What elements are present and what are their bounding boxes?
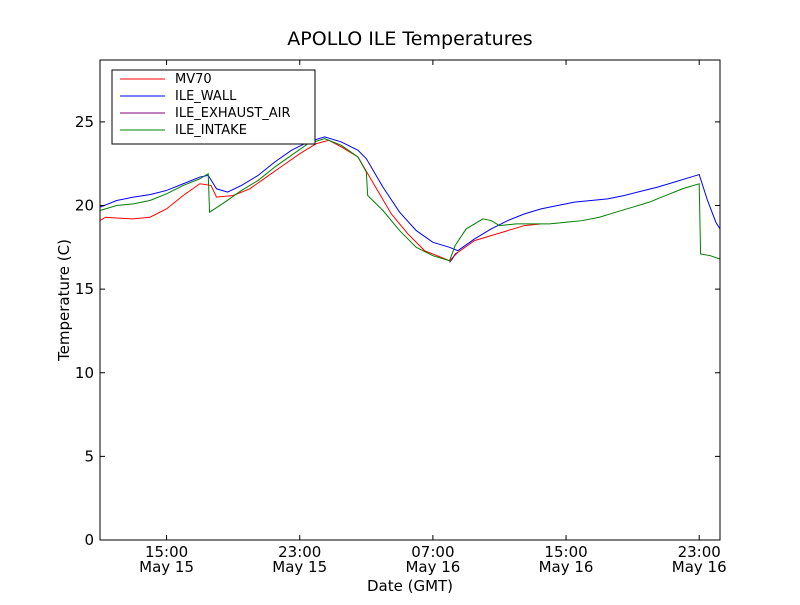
x-tick-label: 15:00 [544,543,587,561]
chart-title: APOLLO ILE Temperatures [287,28,532,50]
x-tick-label: 23:00 [278,543,321,561]
x-tick-date-label: May 15 [139,558,194,576]
y-tick-label: 20 [75,197,94,215]
series-layer [99,136,721,263]
x-tick-date-label: May 15 [272,558,327,576]
x-tick-date-label: May 16 [539,558,594,576]
legend-entry: ILE_EXHAUST_AIR [175,106,291,121]
x-tick-label: 15:00 [145,543,188,561]
x-tick-label: 07:00 [411,543,454,561]
y-tick-label: 15 [75,280,94,298]
y-tick-label: 5 [84,447,94,465]
legend-entry: ILE_INTAKE [175,123,247,138]
x-tick-date-label: May 16 [672,558,727,576]
y-tick-label: 0 [84,531,94,549]
legend-entry: ILE_WALL [175,89,237,104]
x-axis-label: Date (GMT) [367,577,453,595]
y-tick-label: 25 [75,113,94,131]
x-tick-date-label: May 16 [405,558,460,576]
y-axis-label: Temperature (C) [55,239,73,362]
y-tick-label: 10 [75,364,94,382]
series-line-ile-exhaust-air [449,251,459,263]
legend-entry: MV70 [175,72,212,87]
legend-box [111,69,316,145]
x-tick-label: 23:00 [678,543,721,561]
plot-frame [99,59,721,541]
legend: MV70 ILE_WALL ILE_EXHAUST_AIR ILE_INTAKE [111,69,316,145]
series-line-ile-intake [99,138,721,262]
